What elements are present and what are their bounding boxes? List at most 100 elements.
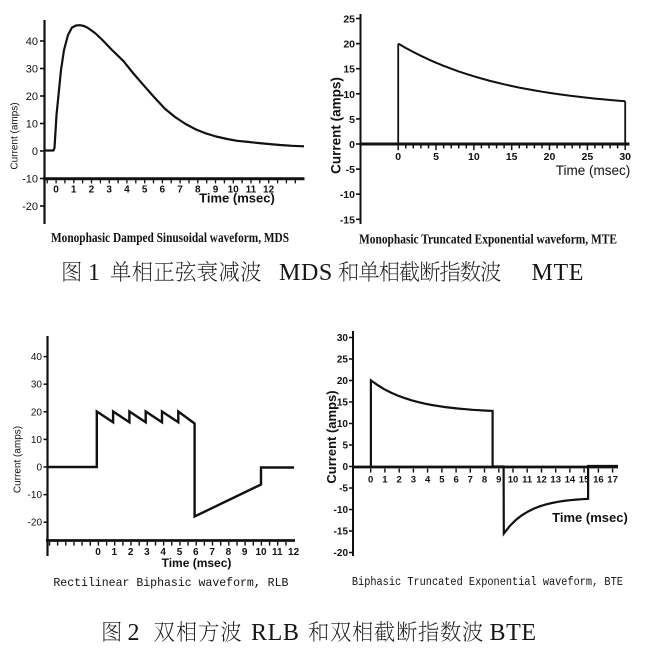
svg-text:11: 11 [246, 185, 257, 196]
svg-text:0: 0 [368, 475, 373, 486]
svg-text:MTE: MTE [532, 260, 584, 286]
svg-text:40: 40 [26, 36, 38, 48]
svg-text:5: 5 [433, 151, 439, 163]
svg-text:10: 10 [31, 435, 43, 446]
svg-text:4: 4 [124, 185, 130, 196]
svg-text:-15: -15 [340, 214, 355, 226]
svg-text:15: 15 [506, 151, 518, 163]
svg-text:8: 8 [226, 547, 232, 558]
svg-text:3: 3 [411, 475, 416, 486]
svg-text:0: 0 [32, 146, 38, 158]
svg-text:0: 0 [395, 151, 401, 163]
svg-text:RLB: RLB [251, 620, 299, 646]
svg-text:4: 4 [160, 547, 166, 558]
svg-text:20: 20 [31, 407, 43, 418]
svg-text:Current (amps): Current (amps) [324, 390, 339, 483]
svg-text:-20: -20 [334, 548, 349, 559]
svg-text:7: 7 [177, 185, 183, 196]
svg-text:10: 10 [337, 419, 349, 430]
svg-text:15: 15 [337, 398, 349, 409]
svg-text:Monophasic Damped Sinusoidal w: Monophasic Damped Sinusoidal waveform, M… [51, 231, 289, 246]
svg-text:17: 17 [607, 475, 618, 486]
svg-text:4: 4 [425, 475, 431, 486]
svg-text:20: 20 [544, 151, 556, 163]
svg-text:6: 6 [193, 547, 199, 558]
svg-text:2: 2 [89, 185, 95, 196]
svg-text:0: 0 [36, 463, 42, 474]
svg-text:Rectilinear Biphasic waveform,: Rectilinear Biphasic waveform, RLB [53, 576, 288, 590]
svg-text:12: 12 [536, 475, 547, 486]
svg-text:0: 0 [342, 462, 348, 473]
svg-text:Time (msec): Time (msec) [199, 191, 275, 206]
svg-text:1: 1 [88, 260, 101, 286]
svg-text:10: 10 [26, 119, 38, 131]
svg-text:30: 30 [619, 151, 631, 163]
svg-text:12: 12 [288, 547, 300, 558]
svg-text:9: 9 [496, 475, 501, 486]
svg-text:10: 10 [343, 89, 355, 101]
svg-text:-10: -10 [22, 174, 38, 186]
svg-text:15: 15 [343, 64, 355, 76]
svg-text:8: 8 [482, 475, 487, 486]
svg-text:14: 14 [565, 475, 576, 486]
svg-text:7: 7 [209, 547, 215, 558]
svg-text:10: 10 [508, 475, 519, 486]
svg-text:25: 25 [582, 151, 594, 163]
svg-text:Time (msec): Time (msec) [556, 163, 631, 178]
svg-text:40: 40 [31, 352, 43, 363]
svg-text:30: 30 [26, 64, 38, 76]
svg-text:10: 10 [228, 185, 240, 196]
svg-text:5: 5 [349, 114, 355, 126]
svg-text:9: 9 [213, 185, 219, 196]
svg-text:Current (amps): Current (amps) [10, 102, 21, 169]
svg-text:-10: -10 [334, 505, 349, 516]
svg-text:20: 20 [343, 39, 355, 51]
svg-text:-10: -10 [28, 490, 43, 501]
svg-text:20: 20 [337, 376, 349, 387]
svg-text:1: 1 [112, 547, 118, 558]
svg-text:5: 5 [439, 475, 445, 486]
svg-text:13: 13 [550, 475, 561, 486]
svg-text:Current (amps): Current (amps) [329, 77, 344, 174]
svg-text:2: 2 [128, 620, 141, 646]
svg-text:11: 11 [522, 475, 533, 486]
svg-text:10: 10 [468, 151, 480, 163]
svg-text:0: 0 [349, 139, 355, 151]
svg-text:0: 0 [95, 547, 101, 558]
svg-text:Monophasic Truncated Exponenti: Monophasic Truncated Exponential wavefor… [359, 233, 617, 248]
svg-text:1: 1 [71, 185, 77, 196]
svg-text:5: 5 [142, 185, 148, 196]
svg-text:-10: -10 [340, 189, 355, 201]
svg-text:-20: -20 [28, 518, 43, 529]
svg-text:Time (msec): Time (msec) [162, 556, 232, 570]
svg-text:8: 8 [195, 185, 201, 196]
svg-text:-20: -20 [22, 201, 38, 213]
svg-text:Biphasic Truncated Exponential: Biphasic Truncated Exponential waveform,… [352, 576, 623, 589]
svg-text:6: 6 [160, 185, 166, 196]
svg-text:7: 7 [468, 475, 473, 486]
svg-text:1: 1 [382, 475, 388, 486]
svg-text:25: 25 [343, 14, 355, 26]
svg-text:30: 30 [31, 380, 43, 391]
svg-text:-5: -5 [339, 484, 348, 495]
svg-text:9: 9 [242, 547, 248, 558]
svg-text:2: 2 [128, 547, 134, 558]
svg-text:0: 0 [53, 185, 59, 196]
svg-text:BTE: BTE [490, 620, 537, 646]
svg-text:10: 10 [255, 547, 267, 558]
svg-text:20: 20 [26, 91, 38, 103]
svg-text:25: 25 [337, 355, 349, 366]
svg-text:3: 3 [106, 185, 112, 196]
svg-text:15: 15 [579, 475, 590, 486]
svg-text:3: 3 [144, 547, 150, 558]
svg-text:MDS: MDS [279, 260, 333, 286]
svg-text:-15: -15 [334, 527, 349, 538]
svg-text:12: 12 [263, 185, 275, 196]
svg-text:6: 6 [453, 475, 458, 486]
svg-text:Time (msec): Time (msec) [552, 510, 628, 525]
svg-text:11: 11 [272, 547, 283, 558]
svg-text:16: 16 [593, 475, 604, 486]
svg-text:5: 5 [177, 547, 183, 558]
svg-text:2: 2 [397, 475, 402, 486]
svg-text:Current (amps): Current (amps) [13, 426, 24, 493]
